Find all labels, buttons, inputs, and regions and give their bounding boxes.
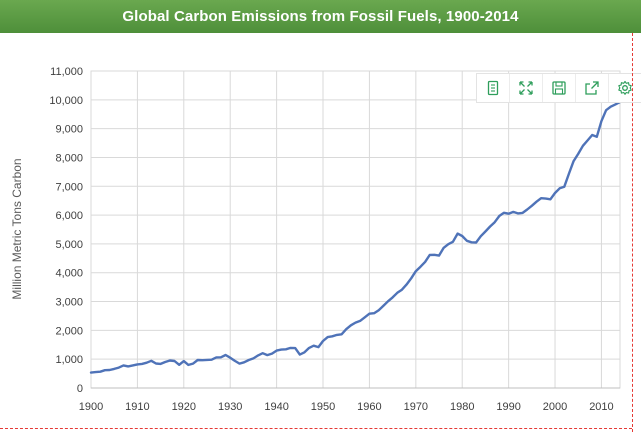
x-tick-label: 1990 [496,401,520,413]
data-view-icon [487,80,499,96]
bottom-frame-border [0,428,632,429]
restore-icon [519,81,533,95]
y-tick-label: 11,000 [50,66,83,78]
settings-button[interactable] [609,74,641,102]
share-icon [585,81,599,95]
x-tick-label: 1980 [450,401,474,413]
plot-area [90,70,621,389]
y-tick-label: 9,000 [55,124,83,136]
x-tick-label: 1950 [311,401,335,413]
x-tick-label: 1970 [404,401,428,413]
series-line [89,100,622,374]
x-tick-label: 2010 [589,401,613,413]
y-tick-label: 8,000 [55,152,83,164]
x-tick-label: 1940 [264,401,288,413]
y-tick-label: 0 [77,383,83,395]
x-tick-label: 1910 [125,401,149,413]
restore-button[interactable] [510,74,543,102]
x-tick-label: 1920 [172,401,196,413]
data-view-button[interactable] [477,74,510,102]
y-tick-label: 5,000 [55,239,83,251]
y-tick-label: 4,000 [55,268,83,280]
x-tick-label: 2000 [543,401,567,413]
save-image-icon [552,81,566,95]
save-image-button[interactable] [543,74,576,102]
chart-title-bar: Global Carbon Emissions from Fossil Fuel… [0,0,641,33]
chart-title: Global Carbon Emissions from Fossil Fuel… [122,8,519,25]
y-axis-label: Million Metric Tons Carbon [10,158,24,299]
x-tick-label: 1960 [357,401,381,413]
y-tick-label: 7,000 [55,181,83,193]
y-tick-label: 10,000 [49,95,83,107]
right-frame-border [632,33,633,432]
chart-toolbar [476,73,641,103]
y-tick-label: 2,000 [55,325,83,337]
x-tick-label: 1930 [218,401,242,413]
x-tick-label: 1900 [79,401,103,413]
y-tick-label: 1,000 [55,354,83,366]
settings-icon [618,80,632,95]
share-button[interactable] [576,74,609,102]
y-tick-label: 6,000 [55,210,83,222]
y-tick-label: 3,000 [55,297,83,309]
